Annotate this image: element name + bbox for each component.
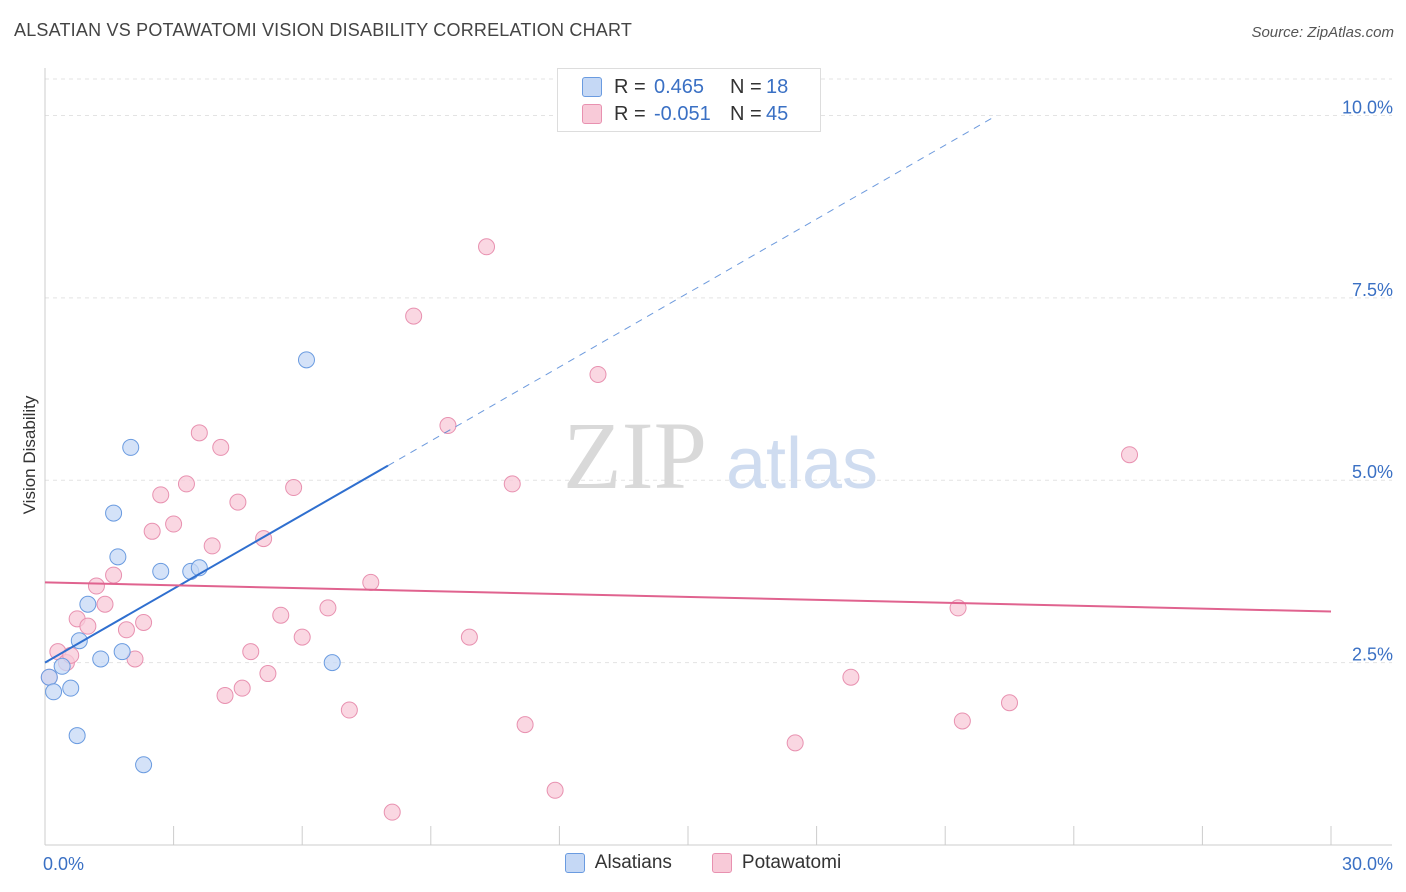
potawatomi-point bbox=[259, 665, 277, 683]
alsatians-point bbox=[323, 654, 341, 672]
x-tick-label-min: 0.0% bbox=[43, 854, 84, 874]
potawatomi-point bbox=[96, 595, 114, 613]
potawatomi-point bbox=[135, 613, 153, 631]
legend-item-potawatomi[interactable]: Potawatomi bbox=[711, 852, 842, 874]
legend-n-label: N = bbox=[730, 75, 762, 98]
potawatomi-point bbox=[165, 515, 183, 533]
potawatomi-point bbox=[272, 606, 290, 624]
alsatians-point bbox=[62, 679, 80, 697]
potawatomi-point bbox=[478, 238, 496, 256]
legend-row-potawatomi: R = -0.051 N = 45 bbox=[582, 101, 788, 127]
legend-swatch-pink bbox=[711, 853, 732, 873]
alsatians-point bbox=[122, 438, 140, 456]
potawatomi-point bbox=[216, 686, 234, 704]
source-label: Source: ZipAtlas.com bbox=[1251, 24, 1394, 41]
potawatomi-point bbox=[293, 628, 311, 646]
alsatians-point bbox=[53, 657, 71, 675]
potawatomi-point bbox=[152, 486, 170, 504]
alsatians-point bbox=[79, 595, 97, 613]
potawatomi-point bbox=[242, 643, 260, 661]
legend-n-value: 45 bbox=[766, 102, 789, 125]
chart-title: ALSATIAN VS POTAWATOMI VISION DISABILITY… bbox=[14, 20, 633, 40]
potawatomi-point bbox=[117, 621, 135, 639]
potawatomi-point bbox=[546, 781, 564, 799]
alsatians-point bbox=[105, 504, 123, 522]
potawatomi-point bbox=[1001, 694, 1018, 712]
alsatians-point bbox=[68, 727, 86, 745]
potawatomi-point bbox=[177, 475, 195, 493]
legend-swatch-blue bbox=[582, 77, 602, 97]
legend-swatch-pink bbox=[582, 104, 602, 124]
legend-swatch-blue bbox=[564, 853, 585, 873]
data-points bbox=[40, 238, 1139, 821]
x-tick-label-max: 30.0% bbox=[1342, 854, 1393, 874]
legend-r-value: 0.465 bbox=[654, 75, 705, 98]
alsatians-point bbox=[92, 650, 110, 668]
series-legend: Alsatians Potawatomi bbox=[0, 852, 1406, 874]
potawatomi-point bbox=[212, 438, 230, 456]
potawatomi-point bbox=[503, 475, 521, 493]
potawatomi-point bbox=[87, 577, 105, 595]
alsatians-trend-extension bbox=[387, 115, 997, 467]
potawatomi-point bbox=[190, 424, 208, 442]
alsatians-point bbox=[297, 351, 315, 369]
legend-label-alsatians: Alsatians bbox=[594, 852, 672, 873]
potawatomi-point bbox=[439, 417, 457, 435]
alsatians-point bbox=[113, 643, 131, 661]
potawatomi-point bbox=[786, 734, 804, 752]
grid-lines bbox=[45, 78, 1392, 664]
alsatians-point bbox=[40, 668, 58, 686]
correlation-legend: R = 0.465 N = 18 R = -0.051 N = 45 bbox=[557, 68, 821, 132]
legend-n-label: N = bbox=[730, 102, 762, 125]
y-tick-label: 2.5% bbox=[1352, 645, 1393, 665]
potawatomi-point bbox=[285, 479, 303, 497]
potawatomi-point bbox=[589, 365, 607, 383]
potawatomi-point bbox=[126, 650, 144, 668]
axes bbox=[44, 68, 1392, 846]
tick-labels: 2.5% 5.0% 7.5% 10.0% 0.0% 30.0% bbox=[43, 97, 1393, 874]
alsatians-point bbox=[109, 548, 127, 566]
legend-r-label: R = bbox=[614, 75, 646, 98]
legend-r-value: -0.051 bbox=[654, 102, 711, 125]
potawatomi-point bbox=[383, 803, 401, 821]
potawatomi-point bbox=[340, 701, 358, 719]
potawatomi-point bbox=[105, 566, 123, 584]
y-tick-label: 5.0% bbox=[1352, 462, 1393, 482]
watermark-atlas: atlas bbox=[726, 424, 878, 504]
alsatians-trend-line bbox=[44, 464, 389, 664]
y-tick-label: 10.0% bbox=[1342, 97, 1393, 117]
potawatomi-point bbox=[79, 617, 97, 635]
potawatomi-point bbox=[362, 573, 380, 591]
legend-row-alsatians: R = 0.465 N = 18 bbox=[582, 74, 788, 100]
potawatomi-point bbox=[143, 522, 161, 540]
y-tick-label: 7.5% bbox=[1352, 280, 1393, 300]
potawatomi-point bbox=[460, 628, 478, 646]
legend-r-label: R = bbox=[614, 102, 646, 125]
potawatomi-point bbox=[405, 307, 423, 325]
watermark: ZIP atlas bbox=[563, 402, 878, 509]
potawatomi-point bbox=[229, 493, 247, 511]
potawatomi-point bbox=[319, 599, 337, 617]
alsatians-point bbox=[152, 562, 170, 580]
potawatomi-point bbox=[516, 716, 534, 734]
potawatomi-point bbox=[233, 679, 251, 697]
potawatomi-point bbox=[842, 668, 860, 686]
legend-label-potawatomi: Potawatomi bbox=[741, 852, 842, 873]
watermark-zip: ZIP bbox=[563, 402, 707, 509]
legend-item-alsatians[interactable]: Alsatians bbox=[564, 852, 672, 874]
legend-n-value: 18 bbox=[766, 75, 789, 98]
potawatomi-point bbox=[953, 712, 971, 730]
alsatians-point bbox=[45, 683, 63, 701]
potawatomi-trend-line bbox=[44, 581, 1332, 613]
potawatomi-point bbox=[203, 537, 221, 555]
potawatomi-point bbox=[1121, 446, 1139, 464]
trend-lines bbox=[44, 115, 1332, 664]
alsatians-point bbox=[135, 756, 153, 774]
